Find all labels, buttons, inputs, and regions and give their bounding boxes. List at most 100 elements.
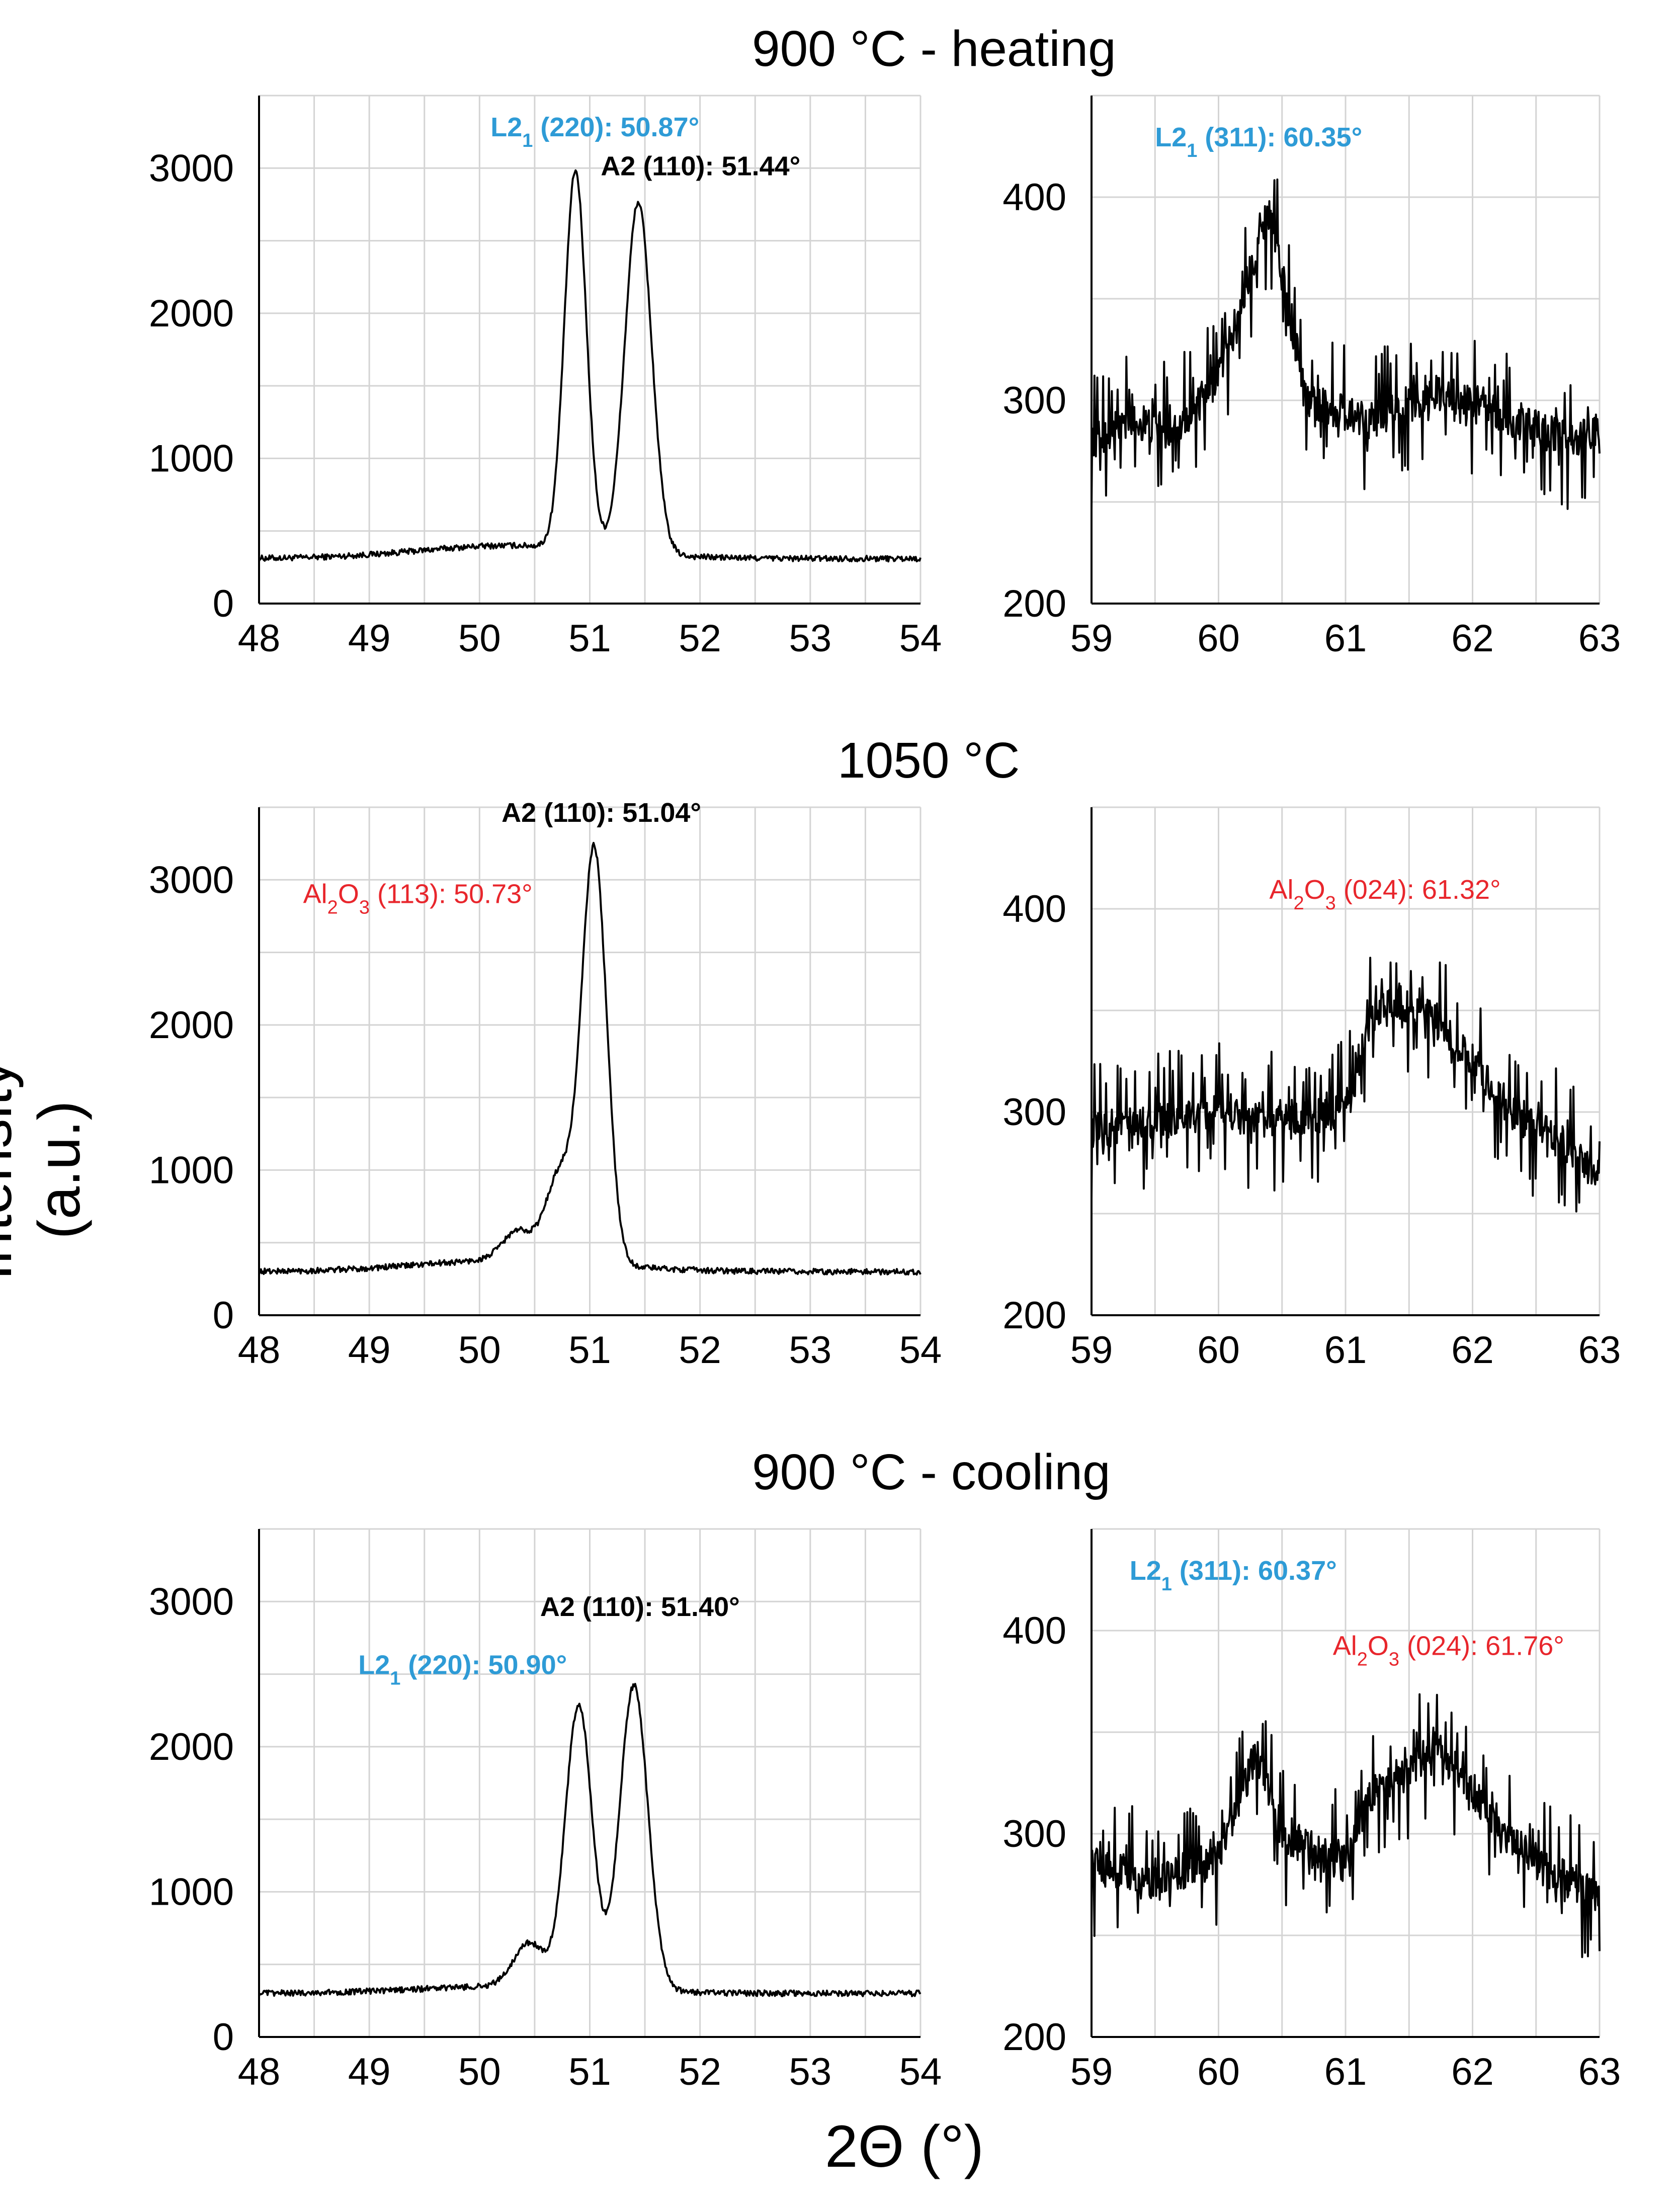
- x-tick-label: 52: [679, 1329, 721, 1372]
- peak-label-red: Al2O3 (113): 50.73°: [303, 879, 533, 918]
- peak-label-subscript: 2: [1357, 1649, 1368, 1670]
- title-heating: 900 °C - heating: [752, 21, 1116, 77]
- x-tick-label: 54: [899, 2051, 942, 2093]
- x-tick-label: 49: [348, 2051, 391, 2093]
- peak-label-text: (220): 50.87°: [533, 112, 699, 142]
- y-tick-label: 300: [1002, 379, 1066, 422]
- peak-label-subscript: 1: [1187, 140, 1197, 161]
- peak-label-text: (220): 50.90°: [400, 1650, 567, 1680]
- xrd-series-line: [258, 841, 922, 1276]
- xrd-series-line: [1091, 178, 1601, 510]
- y-tick-label: 0: [213, 582, 234, 625]
- x-tick-label: 63: [1578, 617, 1621, 660]
- y-tick-label: 2000: [149, 292, 234, 335]
- title-1050: 1050 °C: [838, 732, 1020, 789]
- peak-label-text: (311): 60.35°: [1197, 122, 1362, 152]
- x-tick-label: 60: [1197, 2051, 1240, 2093]
- y-tick-label: 2000: [149, 1004, 234, 1047]
- chart-1050-main: 48 49 50 51 52 53 54 0 1000 2000 3000 A2 (110): 51.…: [149, 798, 942, 1372]
- x-tick-label: 63: [1578, 2051, 1621, 2093]
- x-tick-label: 59: [1070, 2051, 1113, 2093]
- y-tick-label: 1000: [149, 1870, 234, 1913]
- x-tick-label: 51: [568, 617, 611, 660]
- peak-label-text: L2: [358, 1650, 390, 1680]
- x-tick-label: 62: [1451, 617, 1494, 660]
- y-tick-label: 200: [1002, 2016, 1066, 2059]
- x-tick-label: 62: [1451, 1329, 1494, 1372]
- peak-label-red: Al2O3 (024): 61.76°: [1333, 1631, 1564, 1670]
- x-tick-label: 63: [1578, 1329, 1621, 1372]
- peak-label-subscript: 3: [1325, 893, 1336, 914]
- x-tick-label: 49: [348, 617, 391, 660]
- x-tick-label: 52: [679, 2051, 721, 2093]
- peak-label-red: Al2O3 (024): 61.32°: [1270, 875, 1501, 914]
- x-tick-label: 50: [458, 617, 501, 660]
- title-cooling: 900 °C - cooling: [752, 1444, 1111, 1500]
- x-tick-label: 59: [1070, 617, 1113, 660]
- peak-label-blue: L21 (311): 60.37°: [1130, 1556, 1337, 1595]
- peak-label-subscript: 3: [1389, 1649, 1399, 1670]
- x-tick-label: 52: [679, 617, 721, 660]
- y-tick-label: 1000: [149, 437, 234, 480]
- peak-label-blue: L21 (311): 60.35°: [1155, 122, 1362, 161]
- x-axis-label: 2Θ (°): [825, 2113, 984, 2180]
- peak-label-text: Al: [1270, 875, 1294, 905]
- x-tick-label: 61: [1324, 1329, 1367, 1372]
- x-tick-label: 54: [899, 1329, 942, 1372]
- peak-label-subscript: 1: [522, 130, 533, 151]
- x-tick-label: 50: [458, 1329, 501, 1372]
- y-tick-label: 200: [1002, 1294, 1066, 1337]
- y-tick-label: 300: [1002, 1813, 1066, 1855]
- x-tick-label: 61: [1324, 617, 1367, 660]
- y-tick-label: 400: [1002, 176, 1066, 219]
- x-tick-label: 48: [238, 1329, 281, 1372]
- peak-label-text: O: [338, 879, 359, 909]
- peak-label-text: A2 (110): 51.04°: [501, 798, 701, 828]
- y-tick-label: 3000: [149, 147, 234, 190]
- x-tick-label: 53: [789, 617, 832, 660]
- peak-label-black: A2 (110): 51.40°: [540, 1592, 740, 1622]
- y-tick-label: 300: [1002, 1091, 1066, 1134]
- chart-cooling-main: 48 49 50 51 52 53 54 0 1000 2000 3000 A2 (110): 51.…: [149, 1528, 942, 2093]
- x-tick-label: 60: [1197, 1329, 1240, 1372]
- x-tick-label: 53: [789, 1329, 832, 1372]
- y-tick-label: 0: [213, 1294, 234, 1337]
- peak-label-text: Al: [303, 879, 327, 909]
- x-tick-label: 60: [1197, 617, 1240, 660]
- peak-label-subscript: 1: [1161, 1574, 1172, 1595]
- y-tick-label: 0: [213, 2016, 234, 2059]
- peak-label-text: A2 (110): 51.40°: [540, 1592, 740, 1622]
- chart-heating-zoom: 59 60 61 62 63 200 300 400 L21 (311): 60.35°: [1002, 95, 1621, 660]
- peak-label-text: (024): 61.32°: [1336, 875, 1501, 905]
- x-tick-label: 51: [568, 2051, 611, 2093]
- x-tick-label: 49: [348, 1329, 391, 1372]
- y-tick-label: 400: [1002, 888, 1066, 930]
- x-tick-label: 62: [1451, 2051, 1494, 2093]
- peak-label-subscript: 2: [1294, 893, 1304, 914]
- peak-label-black: A2 (110): 51.44°: [601, 151, 800, 182]
- chart-cooling-zoom: 59 60 61 62 63 200 300 400 L21 (311): 60.37° Al2O…: [1002, 1528, 1621, 2093]
- xrd-series-line: [258, 1682, 922, 1997]
- peak-label-text: (113): 50.73°: [370, 879, 533, 909]
- xrd-series-line: [1091, 1693, 1601, 1959]
- peak-label-text: L2: [1155, 122, 1187, 152]
- chart-heating-main: 48 49 50 51 52 53 54 0 1000 2000 3000 L21 (220): 50…: [149, 95, 942, 660]
- peak-label-subscript: 3: [359, 897, 370, 918]
- peak-label-text: O: [1368, 1631, 1389, 1661]
- peak-label-text: (024): 61.76°: [1399, 1631, 1564, 1661]
- peak-label-text: Al: [1333, 1631, 1357, 1661]
- peak-label-text: L2: [490, 112, 522, 142]
- y-tick-label: 400: [1002, 1609, 1066, 1652]
- x-tick-label: 59: [1070, 1329, 1113, 1372]
- y-tick-label: 200: [1002, 582, 1066, 625]
- peak-label-blue: L21 (220): 50.87°: [490, 112, 699, 151]
- x-tick-label: 53: [789, 2051, 832, 2093]
- y-tick-label: 3000: [149, 859, 234, 901]
- peak-label-text: A2 (110): 51.44°: [601, 151, 800, 182]
- x-tick-label: 54: [899, 617, 942, 660]
- peak-label-black: A2 (110): 51.04°: [501, 798, 701, 828]
- x-tick-label: 61: [1324, 2051, 1367, 2093]
- y-tick-label: 3000: [149, 1580, 234, 1623]
- peak-label-text: O: [1304, 875, 1325, 905]
